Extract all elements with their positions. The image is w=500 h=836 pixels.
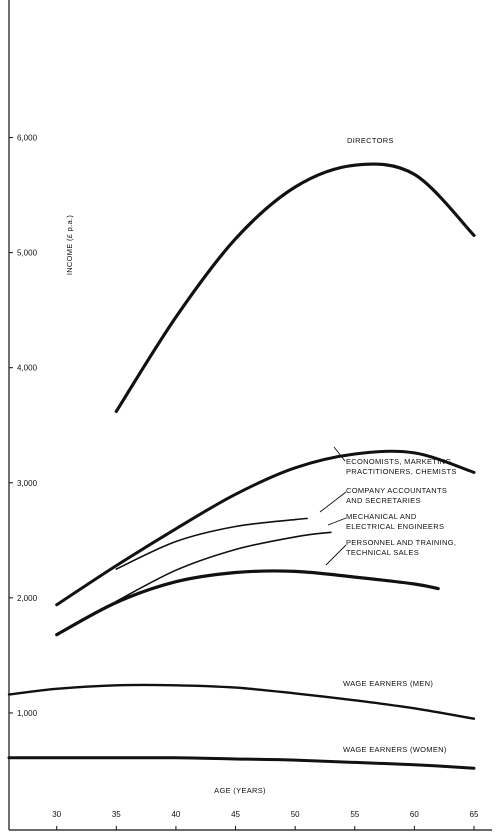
series-label-wage-earners-women: WAGE EARNERS (WOMEN) (343, 745, 447, 754)
series-line-personnel-and-training-technical-sales (55, 569, 440, 637)
series-labels: DIRECTORS ECONOMISTS, MARKETING PRACTITION… (343, 136, 457, 754)
x-tick-label: 45 (231, 810, 240, 819)
y-tick-label: 3,000 (17, 479, 38, 488)
series-lines (7, 162, 476, 770)
y-tick-label: 1,000 (17, 709, 38, 718)
x-tick-label: 60 (410, 810, 419, 819)
x-tick-label: 55 (350, 810, 359, 819)
x-tick-label: 30 (52, 810, 61, 819)
y-tick-label: 2,000 (17, 594, 38, 603)
x-ticks: 30 35 40 45 50 55 60 65 (52, 810, 479, 830)
axes (8, 0, 492, 831)
series-line-wage-earners-men (7, 683, 476, 720)
series-label-wage-earners-men: WAGE EARNERS (MEN) (343, 679, 433, 688)
x-tick-label: 40 (171, 810, 180, 819)
x-tick-label: 65 (470, 810, 479, 819)
series-line-wage-earners-women (7, 756, 476, 770)
leader-line-economists-marketing-practitioners-chemists (333, 446, 346, 462)
series-label-directors: DIRECTORS (347, 136, 394, 145)
y-tick-label: 5,000 (17, 249, 38, 258)
series-line-economists-marketing-practitioners-chemists (55, 449, 476, 607)
series-label-mechanical-and-electrical-engineers: MECHANICAL AND ELECTRICAL ENGINEERS (346, 512, 444, 531)
series-line-mechanical-and-electrical-engineers (115, 531, 332, 603)
series-label-economists-marketing-practitioners-chemists: ECONOMISTS, MARKETING PRACTITIONERS, CHEM… (346, 457, 457, 476)
leader-line-company-accountants-and-secretaries (319, 491, 347, 513)
x-axis-label: AGE (YEARS) (214, 786, 266, 795)
y-ticks: 1,000 2,000 3,000 4,000 5,000 6,000 (9, 134, 38, 718)
leader-line-personnel-and-training-technical-sales (325, 544, 347, 566)
leader-line-mechanical-and-electrical-engineers (327, 517, 347, 526)
x-tick-label: 35 (112, 810, 121, 819)
y-tick-label: 6,000 (17, 134, 38, 143)
x-tick-label: 50 (291, 810, 300, 819)
label-leaders (319, 446, 347, 566)
series-line-company-accountants-and-secretaries (115, 517, 308, 570)
series-line-directors (114, 162, 476, 413)
y-tick-label: 4,000 (17, 364, 38, 373)
series-label-company-accountants-and-secretaries: COMPANY ACCOUNTANTS AND SECRETARIES (346, 486, 447, 505)
series-label-personnel-and-training-technical-sales: PERSONNEL AND TRAINING, TECHNICAL SALES (346, 538, 456, 557)
y-axis-label: INCOME (£ p.a.) (65, 215, 74, 276)
